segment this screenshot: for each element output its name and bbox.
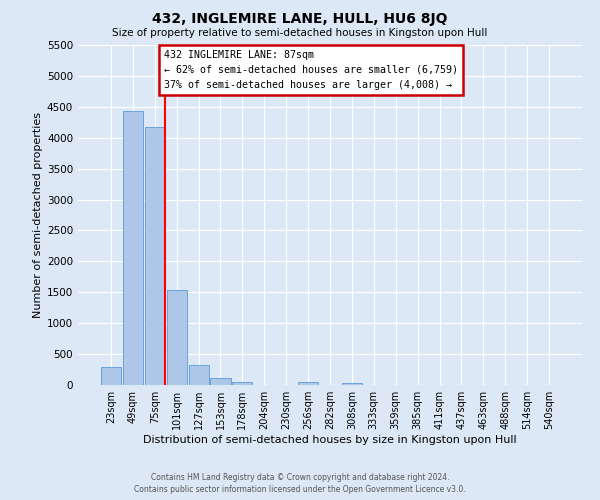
Text: 432 INGLEMIRE LANE: 87sqm
← 62% of semi-detached houses are smaller (6,759)
37% : 432 INGLEMIRE LANE: 87sqm ← 62% of semi-… [164,50,458,90]
Text: Size of property relative to semi-detached houses in Kingston upon Hull: Size of property relative to semi-detach… [112,28,488,38]
Bar [167,290,187,385]
Y-axis label: Number of semi-detached properties: Number of semi-detached properties [33,112,43,318]
Bar [188,364,209,385]
Bar [211,378,230,385]
Bar [342,383,362,385]
Bar [298,382,318,385]
Bar [145,126,165,385]
Text: Contains HM Land Registry data © Crown copyright and database right 2024.
Contai: Contains HM Land Registry data © Crown c… [134,472,466,494]
X-axis label: Distribution of semi-detached houses by size in Kingston upon Hull: Distribution of semi-detached houses by … [143,435,517,445]
Bar [101,367,121,385]
Bar [232,382,253,385]
Text: 432, INGLEMIRE LANE, HULL, HU6 8JQ: 432, INGLEMIRE LANE, HULL, HU6 8JQ [152,12,448,26]
Bar [123,111,143,385]
